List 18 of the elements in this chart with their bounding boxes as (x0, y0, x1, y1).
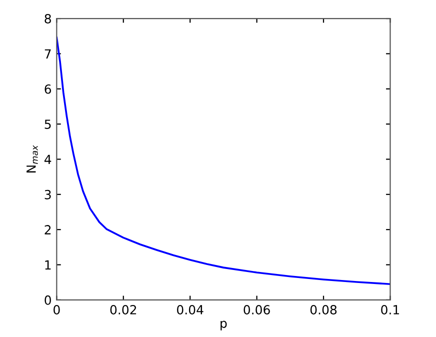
y-tick-label: 5 (44, 120, 51, 129)
y-tick-label: 4 (44, 154, 52, 164)
y-axis-title: N$_{max}$ (26, 145, 38, 173)
x-tick-label: 0.04 (177, 305, 204, 314)
y-tick-label: 1 (45, 260, 51, 270)
y-tick-label: 0 (44, 295, 51, 305)
line-series (56, 36, 390, 286)
y-tick-label: 6 (44, 84, 52, 94)
x-tick-label: 0.06 (244, 305, 270, 314)
x-tick-label: 0.1 (381, 305, 400, 314)
y-tick-label: 8 (44, 14, 51, 24)
x-tick-label: 0.08 (310, 305, 337, 314)
x-tick-label: 0.02 (110, 305, 136, 314)
y-tick-label: 3 (44, 190, 51, 200)
y-tick-label: 2 (44, 225, 51, 234)
x-tick-label: 0 (54, 305, 60, 314)
y-tick-label: 7 (44, 49, 51, 58)
x-axis-title: p (220, 320, 227, 330)
